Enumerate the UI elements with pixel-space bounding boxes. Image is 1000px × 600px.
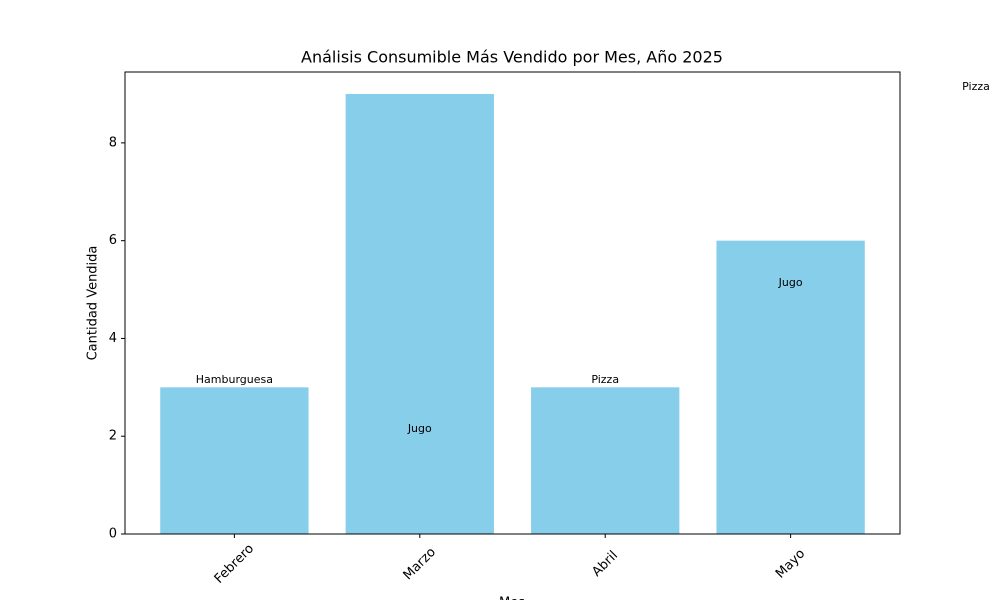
y-tick-label: 0 [109, 527, 117, 542]
bar [531, 387, 680, 534]
bar [345, 94, 494, 534]
y-tick-label: 2 [109, 429, 117, 444]
y-tick-label: 4 [109, 331, 117, 346]
plot-frame [124, 71, 901, 535]
chart-title: Análisis Consumible Más Vendido por Mes,… [301, 48, 723, 67]
y-tick-label: 6 [109, 233, 117, 248]
annotation: Jugo [778, 276, 803, 289]
x-tick-label: Abril [589, 548, 621, 580]
annotation: Pizza [591, 373, 619, 386]
x-tick-label: Marzo [401, 545, 439, 583]
x-axis-label: Mes [499, 596, 525, 600]
x-tick-label: Febrero [212, 541, 257, 586]
bar [716, 240, 865, 534]
annotation: Pizza [962, 80, 990, 93]
annotation: Jugo [407, 422, 432, 435]
y-axis-label: Cantidad Vendida [86, 246, 101, 361]
y-tick-label: 8 [109, 135, 117, 150]
annotation: Hamburguesa [196, 373, 273, 386]
x-tick-label: Mayo [773, 546, 808, 581]
bar [160, 387, 309, 534]
